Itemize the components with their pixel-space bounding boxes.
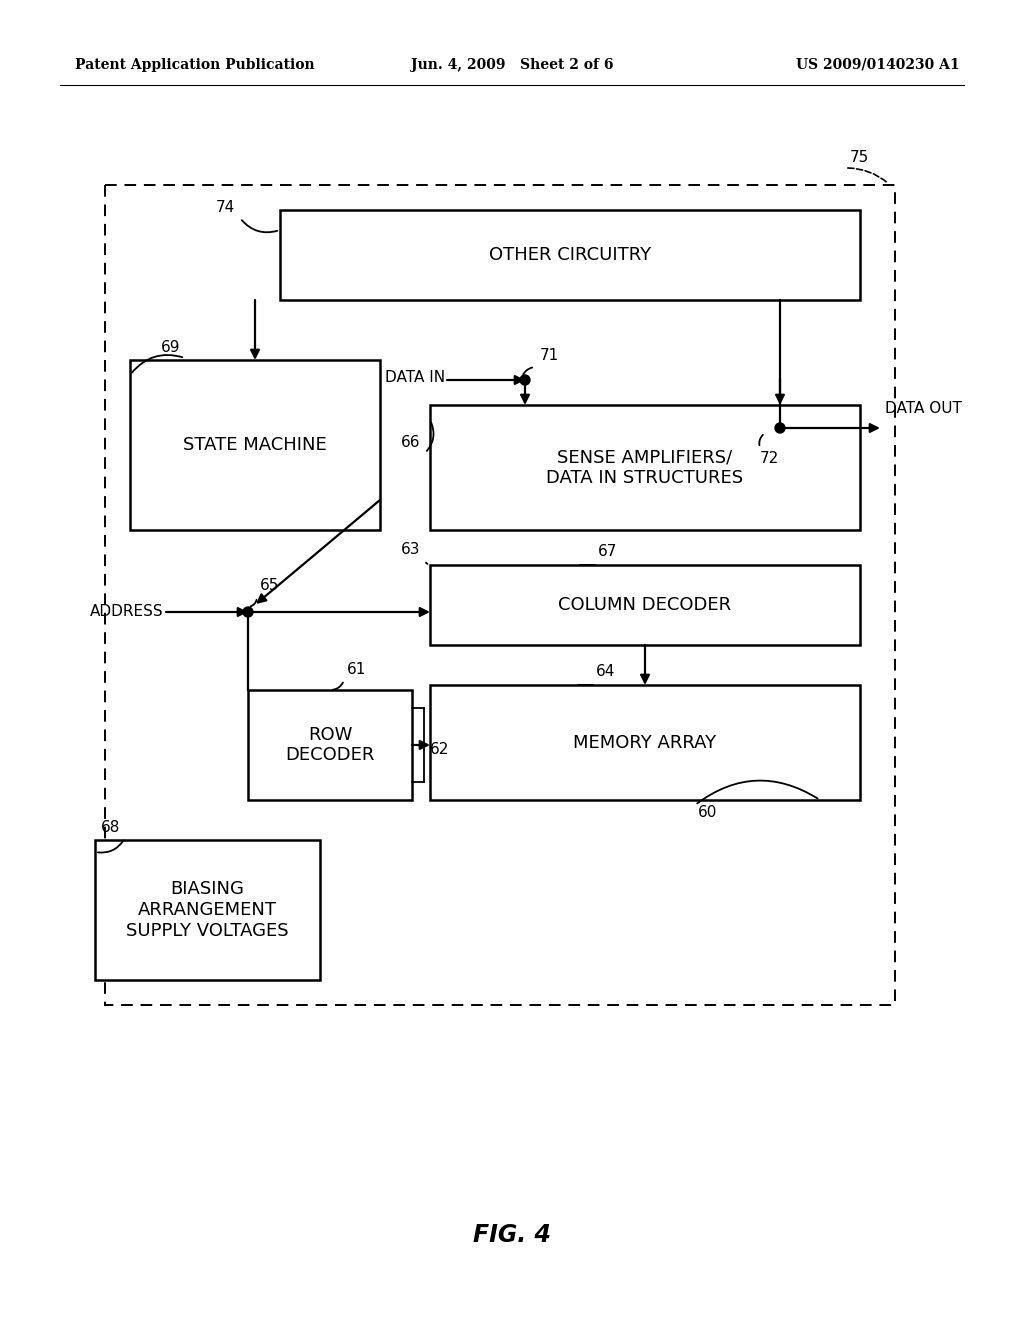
Text: 64: 64 <box>596 664 615 678</box>
Circle shape <box>520 375 530 385</box>
Text: Patent Application Publication: Patent Application Publication <box>75 58 314 73</box>
Text: 60: 60 <box>698 805 718 820</box>
Text: COLUMN DECODER: COLUMN DECODER <box>558 597 731 614</box>
Text: 72: 72 <box>760 451 779 466</box>
Text: 63: 63 <box>400 543 420 557</box>
Text: 67: 67 <box>598 544 617 558</box>
Circle shape <box>243 607 253 616</box>
Bar <box>280 210 860 300</box>
Bar <box>430 565 860 645</box>
Text: STATE MACHINE: STATE MACHINE <box>183 436 327 454</box>
Text: ADDRESS: ADDRESS <box>89 605 163 619</box>
Text: SENSE AMPLIFIERS/
DATA IN STRUCTURES: SENSE AMPLIFIERS/ DATA IN STRUCTURES <box>547 447 743 487</box>
Text: 75: 75 <box>850 150 869 165</box>
Text: Jun. 4, 2009   Sheet 2 of 6: Jun. 4, 2009 Sheet 2 of 6 <box>411 58 613 73</box>
Text: 74: 74 <box>216 201 234 215</box>
Text: US 2009/0140230 A1: US 2009/0140230 A1 <box>797 58 961 73</box>
Text: 65: 65 <box>260 578 280 593</box>
Bar <box>248 690 412 800</box>
Text: DATA OUT: DATA OUT <box>885 401 962 416</box>
Text: ROW
DECODER: ROW DECODER <box>286 726 375 764</box>
Text: 69: 69 <box>161 341 180 355</box>
Text: FIG. 4: FIG. 4 <box>473 1224 551 1247</box>
Bar <box>430 405 860 531</box>
Bar <box>430 685 860 800</box>
Text: 61: 61 <box>347 663 367 677</box>
Text: OTHER CIRCUITRY: OTHER CIRCUITRY <box>488 246 651 264</box>
Circle shape <box>775 422 785 433</box>
Bar <box>95 840 319 979</box>
Bar <box>130 360 380 531</box>
Text: MEMORY ARRAY: MEMORY ARRAY <box>573 734 717 751</box>
Text: BIASING
ARRANGEMENT
SUPPLY VOLTAGES: BIASING ARRANGEMENT SUPPLY VOLTAGES <box>126 880 289 940</box>
Text: 66: 66 <box>400 436 420 450</box>
Text: 71: 71 <box>540 348 559 363</box>
Text: 68: 68 <box>100 820 120 836</box>
Text: 62: 62 <box>430 742 450 758</box>
Bar <box>105 185 895 1005</box>
Text: DATA IN: DATA IN <box>385 370 445 384</box>
